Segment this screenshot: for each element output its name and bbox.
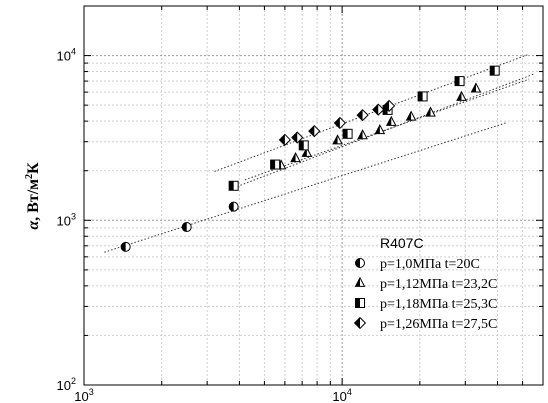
data-point-series-2 <box>456 90 467 101</box>
legend-entry-3: p=1,18МПа t=25,3C <box>380 297 497 312</box>
data-point-series-3 <box>342 128 353 139</box>
data-point-series-3 <box>454 76 465 87</box>
data-point-series-2 <box>470 82 482 93</box>
legend-title: R407C <box>380 235 424 251</box>
data-point-series-2 <box>357 129 368 140</box>
data-points <box>120 65 500 252</box>
data-point-series-3 <box>489 65 500 76</box>
data-point-series-4 <box>308 124 321 138</box>
data-point-series-2 <box>301 146 313 157</box>
legend: R407C p=1,0МПа t=20C p=1,12МПа t=23,2C p=1,… <box>353 235 497 332</box>
fit-line <box>244 78 530 181</box>
data-point-series-3 <box>298 140 309 151</box>
data-point-series-1 <box>181 222 192 233</box>
legend-entry-2: p=1,12МПа t=23,2C <box>380 277 497 292</box>
data-point-series-2 <box>385 115 397 126</box>
data-point-series-2 <box>425 106 436 117</box>
data-point-series-4 <box>372 103 385 116</box>
plot-frame <box>83 5 544 386</box>
data-point-series-3 <box>228 180 239 191</box>
fit-line <box>104 122 506 253</box>
legend-entry-1: p=1,0МПа t=20C <box>380 257 480 272</box>
data-point-series-1 <box>120 241 131 252</box>
data-point-series-2 <box>290 152 301 163</box>
y-axis-label: α, Вт/м2К <box>24 162 42 230</box>
legend-marker-1 <box>355 258 365 268</box>
data-point-series-2 <box>405 110 417 121</box>
data-point-series-1 <box>228 201 239 212</box>
data-point-series-4 <box>278 133 291 146</box>
fit-lines <box>104 53 534 253</box>
legend-marker-2 <box>354 276 366 287</box>
data-point-series-3 <box>417 91 428 102</box>
x-tick-label: 104 <box>332 387 351 403</box>
legend-entry-4: p=1,26МПа t=27,5C <box>380 317 497 332</box>
data-point-series-3 <box>270 159 281 170</box>
data-point-series-4 <box>333 116 346 130</box>
legend-marker-4 <box>353 316 367 330</box>
axis-ticks <box>83 5 544 386</box>
legend-marker-3 <box>355 298 365 308</box>
y-tick-label: 102 <box>57 376 76 393</box>
y-tick-label: 104 <box>57 47 76 64</box>
x-tick-label: 103 <box>74 387 93 403</box>
y-tick-label: 103 <box>57 211 76 228</box>
data-point-series-4 <box>291 131 304 144</box>
data-point-series-4 <box>382 99 396 112</box>
data-point-series-2 <box>374 124 386 135</box>
data-point-series-4 <box>356 109 369 122</box>
data-point-series-2 <box>332 134 343 145</box>
